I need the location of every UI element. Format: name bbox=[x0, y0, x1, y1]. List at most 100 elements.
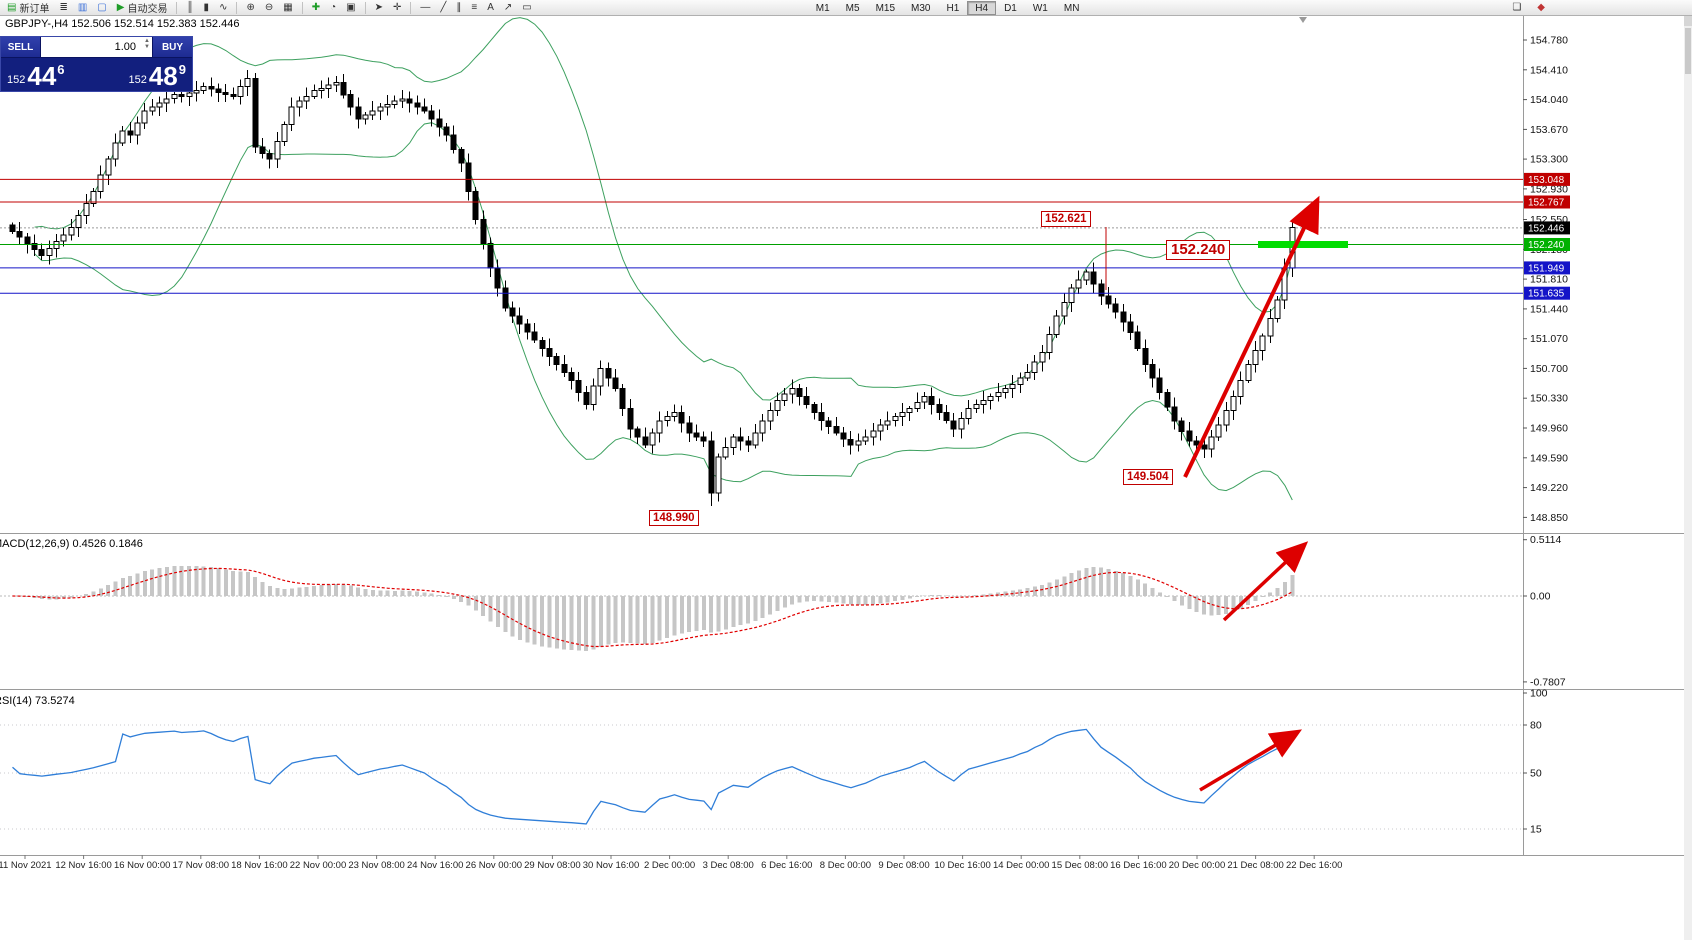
text-tool-icon: A bbox=[487, 1, 494, 13]
zoom-out-button[interactable]: ⊖ bbox=[261, 1, 277, 15]
svg-text:151.949: 151.949 bbox=[1528, 263, 1565, 274]
svg-text:80: 80 bbox=[1530, 720, 1542, 732]
toolbar-right-group: ❏ ◆ bbox=[1508, 1, 1549, 15]
timeframe-w1-button[interactable]: W1 bbox=[1032, 2, 1048, 14]
spinner-up-icon[interactable]: ▲ bbox=[144, 38, 150, 44]
timeframe-m30-button[interactable]: M30 bbox=[911, 2, 931, 14]
horizontal-line-button[interactable]: — bbox=[416, 1, 434, 15]
spinner-down-icon[interactable]: ▼ bbox=[144, 44, 150, 50]
bollinger-upper-band bbox=[34, 17, 1293, 401]
crosshair-button[interactable]: ✛ bbox=[389, 1, 405, 15]
text-tool-button[interactable]: A bbox=[483, 1, 498, 15]
line-chart-icon: ∿ bbox=[219, 1, 228, 13]
price-axis-level-labels: 153.048 152.767 152.446 152.240 151.949 151.6… bbox=[1524, 172, 1570, 300]
cursor-icon: ➤ bbox=[374, 1, 383, 13]
volume-spinner[interactable]: ▲ ▼ bbox=[144, 38, 150, 50]
candlestick-chart-button[interactable]: ▮ bbox=[200, 1, 214, 15]
svg-text:149.960: 149.960 bbox=[1530, 423, 1568, 435]
trendline-button[interactable]: ╱ bbox=[436, 1, 450, 15]
svg-text:22 Dec 16:00: 22 Dec 16:00 bbox=[1286, 860, 1343, 871]
svg-text:21 Dec 08:00: 21 Dec 08:00 bbox=[1227, 860, 1284, 871]
trend-arrow-main[interactable] bbox=[1183, 195, 1320, 478]
zoom-in-button[interactable]: ⊕ bbox=[242, 1, 258, 15]
indicators-button[interactable]: ✚ bbox=[308, 1, 324, 15]
chart-shift-marker[interactable] bbox=[1299, 17, 1307, 23]
indicators-icon: ✚ bbox=[311, 1, 321, 13]
svg-text:18 Nov 16:00: 18 Nov 16:00 bbox=[231, 860, 288, 871]
auto-trading-button[interactable]: ▶ 自动交易 bbox=[113, 1, 172, 15]
timeframe-m5-button[interactable]: M5 bbox=[845, 2, 860, 14]
shapes-tool-button[interactable]: ▭ bbox=[518, 1, 535, 15]
svg-text:15: 15 bbox=[1530, 824, 1542, 836]
svg-text:152.446: 152.446 bbox=[1528, 223, 1565, 234]
rsi-line bbox=[12, 728, 1293, 825]
svg-text:16 Nov 00:00: 16 Nov 00:00 bbox=[114, 860, 171, 871]
timeframe-m15-button[interactable]: M15 bbox=[875, 2, 896, 14]
svg-text:24 Nov 16:00: 24 Nov 16:00 bbox=[407, 860, 464, 871]
price-tag-152621[interactable]: 152.621 bbox=[1041, 211, 1091, 227]
buy-price-display[interactable]: 152 48 9 bbox=[128, 62, 186, 89]
svg-text:23 Nov 08:00: 23 Nov 08:00 bbox=[348, 860, 405, 871]
bar-chart-button[interactable]: ║ bbox=[182, 1, 197, 15]
new-order-button[interactable]: ▤ 新订单 bbox=[3, 1, 53, 15]
window-layout-button[interactable]: ❏ bbox=[1508, 1, 1525, 15]
templates-button[interactable]: ▣ bbox=[342, 1, 359, 15]
sell-price-display[interactable]: 152 44 6 bbox=[7, 62, 65, 89]
timeframe-m1-button[interactable]: M1 bbox=[815, 2, 830, 14]
svg-text:14 Dec 00:00: 14 Dec 00:00 bbox=[993, 860, 1050, 871]
fibonacci-icon: ≡ bbox=[471, 1, 478, 13]
periods-button[interactable]: ◔ bbox=[326, 1, 340, 15]
timeframe-mn-button[interactable]: MN bbox=[1063, 2, 1080, 14]
trend-arrow-macd[interactable] bbox=[1222, 541, 1309, 622]
fibonacci-button[interactable]: ≡ bbox=[467, 1, 481, 15]
buy-button[interactable]: BUY bbox=[152, 37, 192, 57]
price-tag-148990[interactable]: 148.990 bbox=[649, 510, 699, 526]
buy-price-prefix: 152 bbox=[128, 74, 147, 86]
brand-button[interactable]: ◆ bbox=[1533, 1, 1549, 15]
trend-arrow-rsi[interactable] bbox=[1199, 729, 1303, 792]
timeframe-h1-button[interactable]: H1 bbox=[946, 2, 960, 14]
data-window-button[interactable]: ▥ bbox=[74, 1, 91, 15]
market-watch-icon: ≣ bbox=[59, 1, 68, 13]
rsi-indicator-label: RSI(14) 73.5274 bbox=[0, 695, 75, 707]
sell-button[interactable]: SELL bbox=[1, 37, 41, 57]
volume-input[interactable] bbox=[41, 37, 152, 57]
candlestick-chart-icon: ▮ bbox=[203, 1, 210, 13]
key-level-tag-152240[interactable]: 152.240 bbox=[1166, 240, 1231, 260]
zoom-out-icon: ⊖ bbox=[264, 1, 274, 13]
key-level-highlight[interactable] bbox=[1258, 241, 1348, 248]
svg-text:6 Dec 16:00: 6 Dec 16:00 bbox=[761, 860, 812, 871]
navigator-button[interactable]: ▢ bbox=[93, 1, 110, 15]
toolbar-separator bbox=[364, 1, 366, 14]
periods-icon: ◔ bbox=[330, 1, 337, 13]
svg-text:16 Dec 16:00: 16 Dec 16:00 bbox=[1110, 860, 1167, 871]
horizontal-line-icon: — bbox=[420, 1, 431, 13]
svg-text:153.048: 153.048 bbox=[1528, 175, 1565, 186]
timeframe-h4-button[interactable]: H4 bbox=[967, 0, 997, 15]
cursor-button[interactable]: ➤ bbox=[371, 1, 387, 15]
market-watch-button[interactable]: ≣ bbox=[55, 1, 71, 15]
time-axis[interactable]: 11 Nov 2021 12 Nov 16:00 16 Nov 00:00 17 No… bbox=[0, 855, 1342, 871]
sell-price-pip: 6 bbox=[57, 62, 65, 77]
channel-icon: ∥ bbox=[456, 1, 462, 13]
vertical-scrollbar[interactable] bbox=[1684, 16, 1692, 940]
svg-text:150.330: 150.330 bbox=[1530, 393, 1568, 405]
svg-text:154.780: 154.780 bbox=[1530, 35, 1568, 47]
arrows-tool-button[interactable]: ↗ bbox=[500, 1, 516, 15]
crosshair-icon: ✛ bbox=[392, 1, 402, 13]
templates-icon: ▣ bbox=[346, 1, 356, 13]
line-chart-button[interactable]: ∿ bbox=[215, 1, 231, 15]
bollinger-lower-band bbox=[34, 122, 1293, 501]
channel-button[interactable]: ∥ bbox=[452, 1, 465, 15]
timeframe-d1-button[interactable]: D1 bbox=[1004, 2, 1017, 14]
svg-text:-0.7807: -0.7807 bbox=[1530, 676, 1566, 688]
svg-text:0.5114: 0.5114 bbox=[1530, 534, 1561, 546]
svg-text:149.590: 149.590 bbox=[1530, 452, 1568, 464]
svg-text:151.440: 151.440 bbox=[1530, 303, 1568, 315]
price-tag-149504[interactable]: 149.504 bbox=[1123, 469, 1173, 485]
grid-button[interactable]: ▦ bbox=[279, 1, 296, 15]
